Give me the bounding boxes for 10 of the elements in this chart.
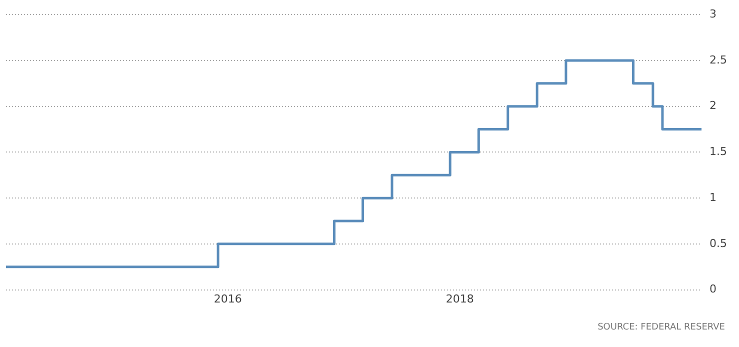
y-tick-label: 0 (710, 282, 717, 296)
y-tick-label: 1.5 (710, 145, 728, 158)
y-tick-label: 2 (710, 99, 717, 112)
y-tick-label: 1 (710, 190, 717, 204)
y-tick-label: 2.5 (710, 53, 728, 66)
x-tick-label: 2016 (214, 292, 242, 306)
source-note: SOURCE: FEDERAL RESERVE (598, 322, 726, 332)
x-tick-label: 2018 (446, 292, 474, 306)
y-tick-label: 0.5 (710, 236, 728, 250)
y-tick-label: 3 (710, 7, 717, 20)
